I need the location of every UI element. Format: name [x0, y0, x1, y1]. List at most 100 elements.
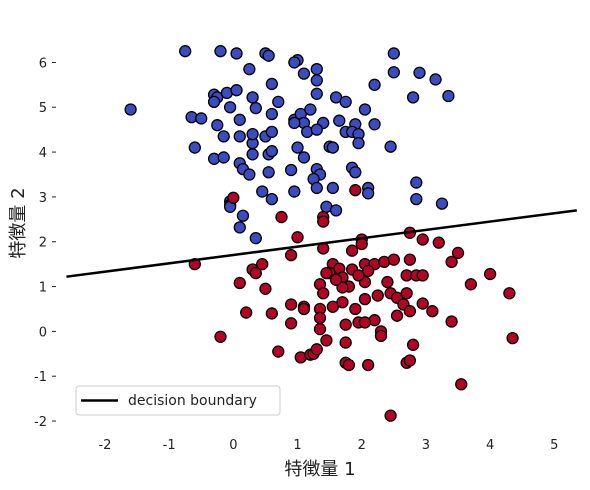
class-1-point — [233, 276, 246, 290]
class-0-point — [310, 123, 323, 136]
class-1-point — [272, 345, 285, 358]
class-0-point — [265, 125, 279, 139]
class-1-point — [416, 269, 429, 282]
x-tick-label: 1 — [293, 438, 301, 453]
class-1-point — [403, 253, 417, 266]
class-1-point — [426, 305, 439, 318]
class-1-point — [358, 316, 372, 329]
class-1-point — [403, 305, 417, 318]
class-1-point — [464, 278, 478, 291]
class-1-point — [227, 191, 240, 204]
class-1-point — [259, 282, 272, 295]
class-1-point — [297, 302, 311, 316]
class-1-point — [284, 249, 298, 262]
class-0-point — [368, 78, 381, 91]
class-1-point — [265, 307, 279, 320]
class-0-point — [233, 221, 246, 234]
class-0-point — [288, 56, 301, 69]
class-0-point — [291, 141, 304, 154]
class-1-point — [361, 358, 375, 372]
class-1-point — [416, 233, 429, 246]
x-tick-label: -2 — [98, 438, 111, 453]
class-0-point — [310, 74, 323, 87]
class-0-point — [326, 181, 339, 195]
class-0-point — [349, 166, 362, 179]
class-0-point — [361, 187, 375, 200]
class-0-point — [413, 66, 426, 79]
class-1-point — [313, 322, 327, 336]
class-0-point — [217, 151, 230, 164]
class-1-point — [345, 244, 359, 257]
legend: decision boundary — [75, 385, 281, 416]
class-1-point — [381, 275, 394, 289]
class-0-point — [272, 95, 285, 109]
class-0-point — [387, 47, 400, 60]
class-0-point — [262, 166, 275, 179]
y-tick-label: -2 — [34, 415, 47, 430]
class-0-point — [288, 185, 301, 198]
class-0-point — [230, 84, 243, 97]
y-tick-label: 2 — [39, 236, 47, 251]
class-0-point — [265, 77, 279, 91]
class-1-point — [317, 287, 330, 300]
class-0-point — [387, 66, 400, 79]
class-0-point — [214, 45, 227, 58]
class-1-point — [249, 266, 262, 280]
class-0-point — [310, 62, 323, 76]
x-tick-label: 2 — [358, 438, 366, 453]
x-tick-label: 0 — [229, 438, 237, 453]
class-1-point — [284, 317, 298, 330]
class-1-point — [445, 255, 458, 269]
class-1-point — [416, 297, 429, 310]
class-1-point — [320, 334, 333, 347]
legend-box — [75, 385, 281, 416]
class-0-point — [410, 192, 423, 206]
class-1-point — [349, 302, 362, 316]
class-0-point — [265, 145, 279, 158]
class-0-point — [329, 204, 343, 217]
class-0-point — [429, 73, 442, 86]
class-1-point — [390, 309, 404, 322]
class-1-point — [445, 315, 458, 328]
class-1-point — [506, 331, 519, 345]
class-1-point — [339, 318, 352, 331]
class-1-point — [284, 298, 298, 311]
class-1-point — [352, 269, 365, 282]
class-0-point — [230, 47, 243, 60]
class-1-point — [371, 289, 384, 302]
class-1-point — [451, 246, 465, 260]
class-1-point — [317, 215, 330, 228]
class-1-point — [310, 343, 323, 356]
class-1-point — [349, 184, 362, 197]
class-1-point — [374, 329, 388, 343]
y-tick-label: -1 — [34, 370, 47, 385]
class-0-point — [207, 95, 221, 109]
class-1-point — [329, 273, 343, 286]
class-0-point — [179, 45, 192, 58]
class-0-point — [256, 185, 269, 198]
class-0-point — [304, 103, 317, 116]
class-0-point — [233, 130, 246, 143]
class-0-point — [352, 136, 365, 150]
class-0-point — [211, 119, 224, 132]
class-0-point — [246, 91, 259, 104]
class-0-point — [410, 176, 423, 189]
class-0-point — [297, 67, 311, 80]
class-0-point — [310, 181, 323, 195]
x-axis-ticks: -2 -1 0 1 2 3 4 5 — [98, 438, 558, 453]
class-1-point — [240, 306, 253, 319]
x-tick-label: 4 — [486, 438, 494, 453]
class-0-point — [223, 101, 237, 114]
class-1-point — [342, 358, 356, 372]
class-1-point — [432, 236, 445, 249]
class-1-point — [455, 378, 468, 391]
class-1-point — [291, 231, 304, 244]
class-1-point — [503, 287, 516, 300]
class-0-point — [339, 95, 352, 109]
class-0-point — [195, 112, 208, 125]
x-tick-label: 5 — [550, 438, 558, 453]
class-0-point — [246, 127, 259, 141]
class-1-point — [214, 330, 227, 343]
y-axis-label: 特徴量 2 — [8, 187, 29, 258]
